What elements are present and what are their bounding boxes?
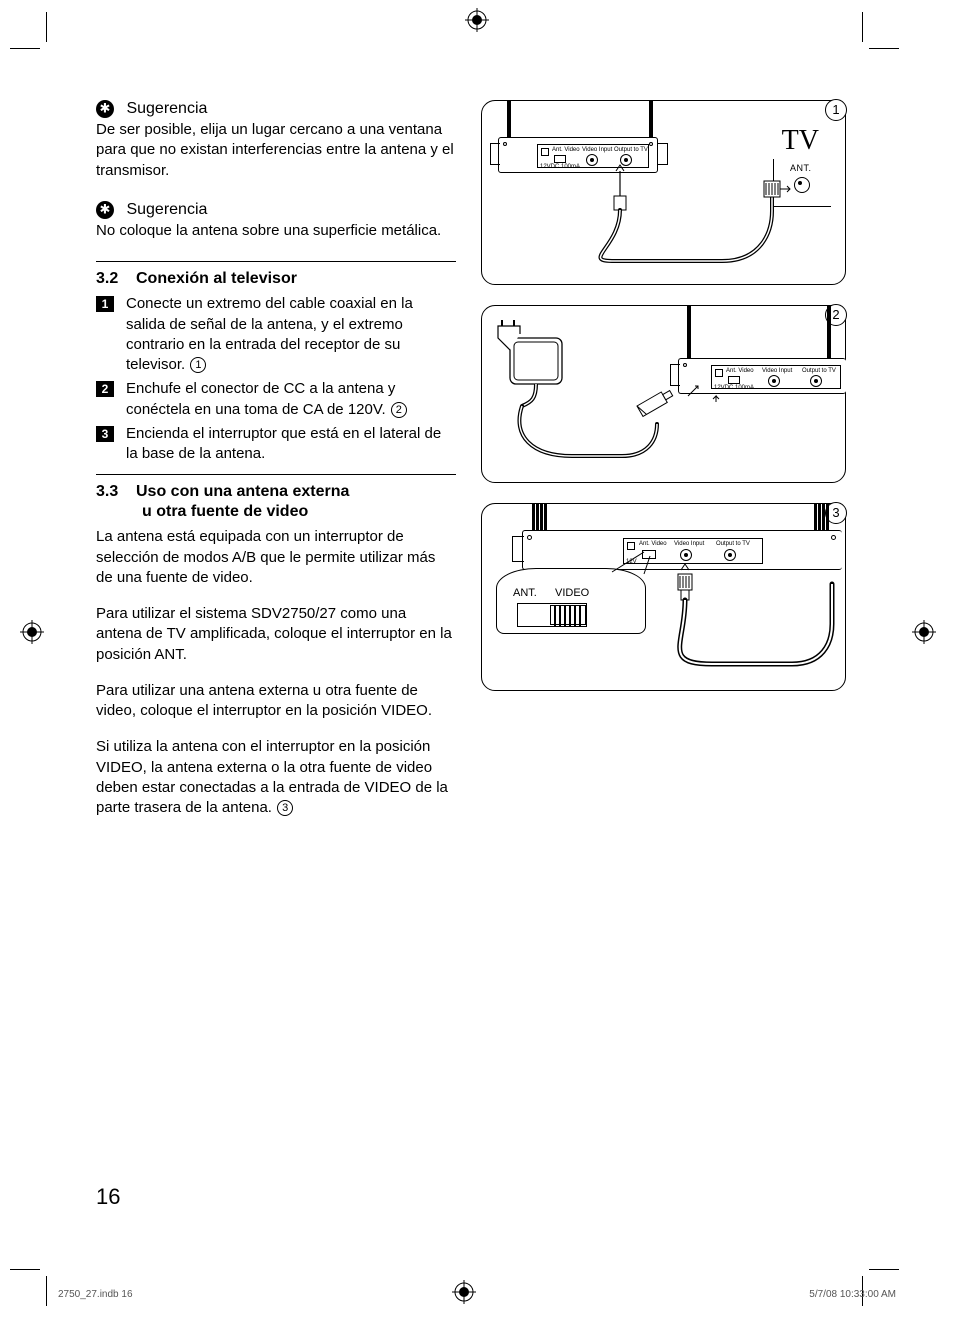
registration-mark-icon — [912, 620, 936, 644]
section-number: 3.3 — [96, 483, 136, 501]
section-heading: Uso con una antena externa — [136, 483, 349, 500]
para-1: La antena está equipada con un interrupt… — [96, 527, 456, 588]
step-3: 3 Encienda el interruptor que está en el… — [96, 424, 456, 465]
tip-1: Sugerencia De ser posible, elija un luga… — [96, 100, 456, 181]
tip-title: Sugerencia — [126, 100, 207, 118]
step-2: 2 Enchufe el conector de CC a la antena … — [96, 379, 456, 420]
section-heading: Conexión al televisor — [136, 270, 297, 287]
footer-timestamp: 5/7/08 10:33:00 AM — [809, 1289, 896, 1300]
ref-circle-1: 1 — [190, 357, 206, 373]
ref-circle-3: 3 — [277, 800, 293, 816]
registration-mark-icon — [452, 1280, 476, 1304]
tip-body: De ser posible, elija un lugar cercano a… — [96, 120, 456, 181]
diagram-1: 1 Ant. Video Video Input Output to TV 12… — [481, 100, 846, 285]
cable-path — [482, 101, 847, 286]
footer-filename: 2750_27.indb 16 — [58, 1289, 133, 1300]
section-3-3-subtitle: u otra fuente de video — [96, 503, 456, 521]
section-3-3-title: 3.3Uso con una antena externa — [96, 483, 456, 501]
section-divider — [96, 474, 456, 475]
diagram-3: 3 Ant. Video Video Input Output — [481, 503, 846, 691]
step-number-icon: 3 — [96, 426, 114, 442]
step-number-icon: 1 — [96, 296, 114, 312]
right-column: 1 Ant. Video Video Input Output to TV 12… — [481, 100, 851, 711]
para-3: Para utilizar una antena externa u otra … — [96, 681, 456, 722]
step-text: Encienda el interruptor que está en el l… — [126, 425, 441, 462]
dc-cable — [482, 306, 847, 484]
section-divider — [96, 261, 456, 262]
step-1: 1 Conecte un extremo del cable coaxial e… — [96, 294, 456, 375]
tip-icon — [96, 201, 114, 219]
steps-3-2: 1 Conecte un extremo del cable coaxial e… — [96, 294, 456, 464]
para-text: Si utiliza la antena con el interruptor … — [96, 738, 448, 816]
diagram-2: 2 Ant. Video Video Input Output to TV 12… — [481, 305, 846, 483]
step-text: Conecte un extremo del cable coaxial en … — [126, 295, 413, 373]
left-column: Sugerencia De ser posible, elija un luga… — [96, 100, 456, 834]
ref-circle-2: 2 — [391, 402, 407, 418]
tip-body: No coloque la antena sobre una superfici… — [96, 221, 456, 241]
tip-icon — [96, 100, 114, 118]
step-number-icon: 2 — [96, 381, 114, 397]
section-3-2-title: 3.2Conexión al televisor — [96, 270, 456, 288]
tip-2: Sugerencia No coloque la antena sobre un… — [96, 201, 456, 241]
tip-title: Sugerencia — [126, 201, 207, 219]
video-cable — [482, 504, 847, 692]
para-4: Si utiliza la antena con el interruptor … — [96, 737, 456, 818]
page-content: Sugerencia De ser posible, elija un luga… — [96, 100, 856, 1210]
step-text: Enchufe el conector de CC a la antena y … — [126, 380, 395, 417]
page-number: 16 — [96, 1184, 120, 1210]
registration-mark-icon — [20, 620, 44, 644]
section-number: 3.2 — [96, 270, 136, 288]
registration-mark-icon — [465, 8, 489, 32]
para-2: Para utilizar el sistema SDV2750/27 como… — [96, 604, 456, 665]
